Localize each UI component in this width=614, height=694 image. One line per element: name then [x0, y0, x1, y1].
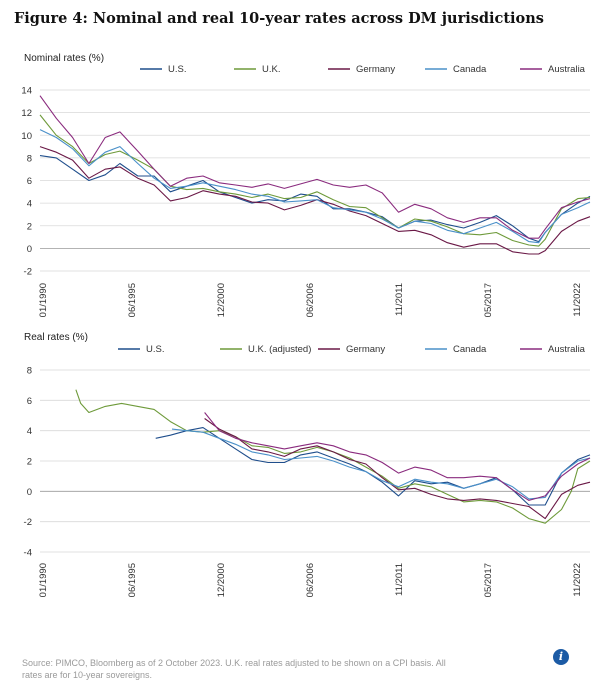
y-tick-label: 0	[27, 487, 32, 498]
x-tick-label: 05/2017	[483, 283, 494, 317]
y-tick-label: 2	[27, 221, 32, 232]
figure-title: Figure 4: Nominal and real 10-year rates…	[14, 10, 544, 27]
x-tick-label: 11/2022	[572, 563, 583, 597]
y-tick-label: 4	[27, 199, 32, 210]
x-tick-label: 06/2006	[305, 283, 316, 317]
y-tick-label: 8	[27, 366, 32, 377]
legend-label: Canada	[453, 64, 487, 75]
x-tick-label: 12/2000	[216, 283, 227, 317]
x-tick-label: 06/1995	[127, 283, 138, 317]
y-tick-label: 10	[21, 131, 32, 142]
x-tick-label: 11/2011	[394, 283, 405, 316]
legend-label: U.K. (adjusted)	[248, 344, 311, 355]
x-tick-label: 01/1990	[38, 563, 49, 597]
y-tick-label: 8	[27, 153, 32, 164]
x-tick-label: 12/2000	[216, 563, 227, 597]
x-tick-label: 01/1990	[38, 283, 49, 317]
series-line-australia	[39, 95, 591, 239]
y-tick-label: 2	[27, 457, 32, 468]
y-tick-label: 0	[27, 244, 32, 255]
legend-label: Australia	[548, 64, 586, 75]
legend-label: U.K.	[262, 64, 280, 75]
y-tick-label: -2	[24, 267, 32, 278]
legend-label: Germany	[346, 344, 385, 355]
legend-label: U.S.	[146, 344, 164, 355]
legend-label: Germany	[356, 64, 395, 75]
x-tick-label: 11/2022	[572, 283, 583, 317]
series-line-uk	[39, 114, 591, 247]
y-tick-label: 12	[21, 108, 32, 119]
y-tick-label: 4	[27, 426, 32, 437]
y-tick-label: 6	[27, 176, 32, 187]
y-tick-label: 14	[21, 86, 32, 97]
x-tick-label: 06/2006	[305, 563, 316, 597]
panel-label: Nominal rates (%)	[24, 53, 104, 64]
series-line-germany	[39, 146, 591, 255]
x-tick-label: 06/1995	[127, 563, 138, 597]
series-line-us	[155, 427, 591, 506]
legend-label: Australia	[548, 344, 586, 355]
y-tick-label: 6	[27, 396, 32, 407]
panel-label: Real rates (%)	[24, 332, 88, 343]
series-line-canada	[171, 428, 591, 500]
y-tick-label: -4	[24, 548, 32, 559]
y-tick-label: -2	[24, 517, 32, 528]
legend-label: U.S.	[168, 64, 186, 75]
series-line-canada	[39, 129, 591, 244]
x-tick-label: 11/2011	[394, 563, 405, 596]
legend-label: Canada	[453, 344, 487, 355]
source-note: Source: PIMCO, Bloomberg as of 2 October…	[22, 658, 446, 680]
series-line-germany	[204, 418, 591, 520]
x-tick-label: 05/2017	[483, 563, 494, 597]
info-icon[interactable]: i	[553, 649, 569, 665]
series-line-australia	[204, 412, 591, 501]
